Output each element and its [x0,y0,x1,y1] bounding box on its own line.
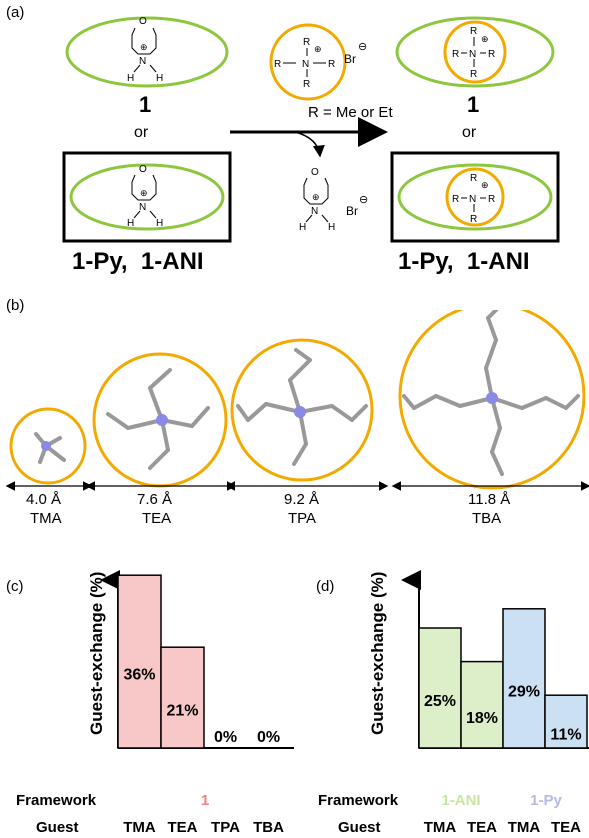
svg-text:N: N [469,49,476,60]
svg-text:R: R [452,49,459,60]
svg-text:H: H [299,222,306,233]
svg-text:⊕: ⊕ [140,188,148,198]
svg-text:R: R [274,59,281,70]
tma-name: TMA [30,510,62,527]
chart-d-guest-label: Guest [338,819,381,836]
svg-text:R: R [488,194,495,205]
chart-c-data-label: 0% [257,729,280,746]
svg-text:H: H [127,218,134,229]
chart-d-category-label: TMA [424,819,457,836]
svg-text:⊕: ⊕ [312,192,320,202]
chart-c: Guest-exchange (%) 36% TMA 21% TEA 0% TPA 0% TBA… [0,570,295,838]
chart-d-data-label: 18% [466,710,498,727]
chart-d-category-label: TMA [508,819,541,836]
morpholinium-released: O ⊕ N H H [299,167,335,233]
chart-c-category-label: TPA [211,819,240,836]
chart-c-bar [161,647,204,748]
framework-1-left: 1 [139,92,151,118]
r-note: R = Me or Et [308,104,393,121]
tpa-size: 9.2 Å [284,491,319,508]
chart-d-bar [461,662,503,748]
svg-text:H: H [328,222,335,233]
chart-d-framework-value: 1-ANI [441,792,480,809]
svg-text:H: H [156,218,163,229]
chart-d-bar [503,609,545,748]
svg-text:R: R [452,194,459,205]
framework-names-left: 1-Py, 1-ANI [72,248,204,276]
chart-d-framework-label: Framework [318,792,399,809]
chart-c-data-label: 0% [214,729,237,746]
minus-charge-top: ⊖ [358,41,367,53]
chart-d-ylabel: Guest-exchange (%) [368,572,387,735]
chart-c-data-label: 36% [123,667,155,684]
minus-charge-bottom: ⊖ [359,194,368,206]
chart-d-data-label: 11% [550,727,581,744]
chart-d-data-label: 25% [424,693,456,710]
svg-text:R: R [328,59,335,70]
svg-text:R: R [303,79,310,90]
chart-c-category-label: TMA [123,819,156,836]
svg-text:⊕: ⊕ [481,180,489,190]
chart-d-category-label: TEA [551,819,581,836]
svg-text:O: O [139,16,147,27]
svg-text:R: R [303,37,310,48]
tpa-molecule [238,350,366,464]
svg-text:O: O [139,164,147,175]
chart-d: Guest-exchange (%) 25% TMA 18% TEA 29% TMA 11% T… [296,570,589,838]
svg-text:R: R [470,214,477,225]
tea-size: 7.6 Å [137,491,172,508]
ammonium-right-bottom: R ⊕ R N R R [452,173,495,225]
chart-d-category-label: TEA [467,819,497,836]
chart-c-framework-label: Framework [16,792,97,809]
chart-c-bar [118,575,161,748]
svg-text:R: R [470,26,477,37]
tba-name: TBA [472,510,501,527]
svg-text:⊕: ⊕ [481,34,489,44]
svg-text:⊕: ⊕ [314,44,322,54]
svg-text:H: H [156,73,163,84]
svg-text:O: O [311,167,319,178]
framework-names-right: 1-Py, 1-ANI [398,248,530,276]
svg-text:N: N [302,59,309,70]
chart-c-guest-label: Guest [36,819,79,836]
or-left: or [134,124,148,142]
tpa-name: TPA [288,510,316,527]
or-right: or [462,124,476,142]
host-ellipse-left-top [67,18,227,86]
tma-molecule [36,434,64,462]
bromide-top: Br [344,52,356,66]
tba-molecule [404,310,578,474]
chart-c-framework-value: 1 [201,792,209,809]
ammonium-middle: R ⊕ R N R R [274,37,335,90]
ammonium-right-top: R ⊕ R N R R [452,26,495,80]
release-arrow [295,132,320,156]
bromide-bottom: Br [346,204,358,218]
chart-c-ylabel: Guest-exchange (%) [87,572,106,735]
chart-c-category-label: TBA [253,819,284,836]
svg-text:R: R [470,69,477,80]
svg-text:⊕: ⊕ [140,42,148,52]
tea-name: TEA [142,510,171,527]
morpholinium-left-bottom: O ⊕ N HH [127,164,163,229]
chart-c-category-label: TEA [168,819,198,836]
chart-d-data-label: 29% [508,683,540,700]
tba-size: 11.8 Å [468,491,510,508]
morpholinium-left-top: O N ⊕ H H [127,16,163,84]
tma-size: 4.0 Å [26,491,61,508]
tea-molecule [108,370,208,468]
svg-text:N: N [469,194,476,205]
chart-d-bar [419,628,461,748]
chart-d-framework-value: 1-Py [530,792,562,809]
framework-1-right: 1 [467,92,479,118]
chart-c-data-label: 21% [166,703,198,720]
svg-text:R: R [470,173,477,184]
svg-text:R: R [488,49,495,60]
svg-text:H: H [127,73,134,84]
